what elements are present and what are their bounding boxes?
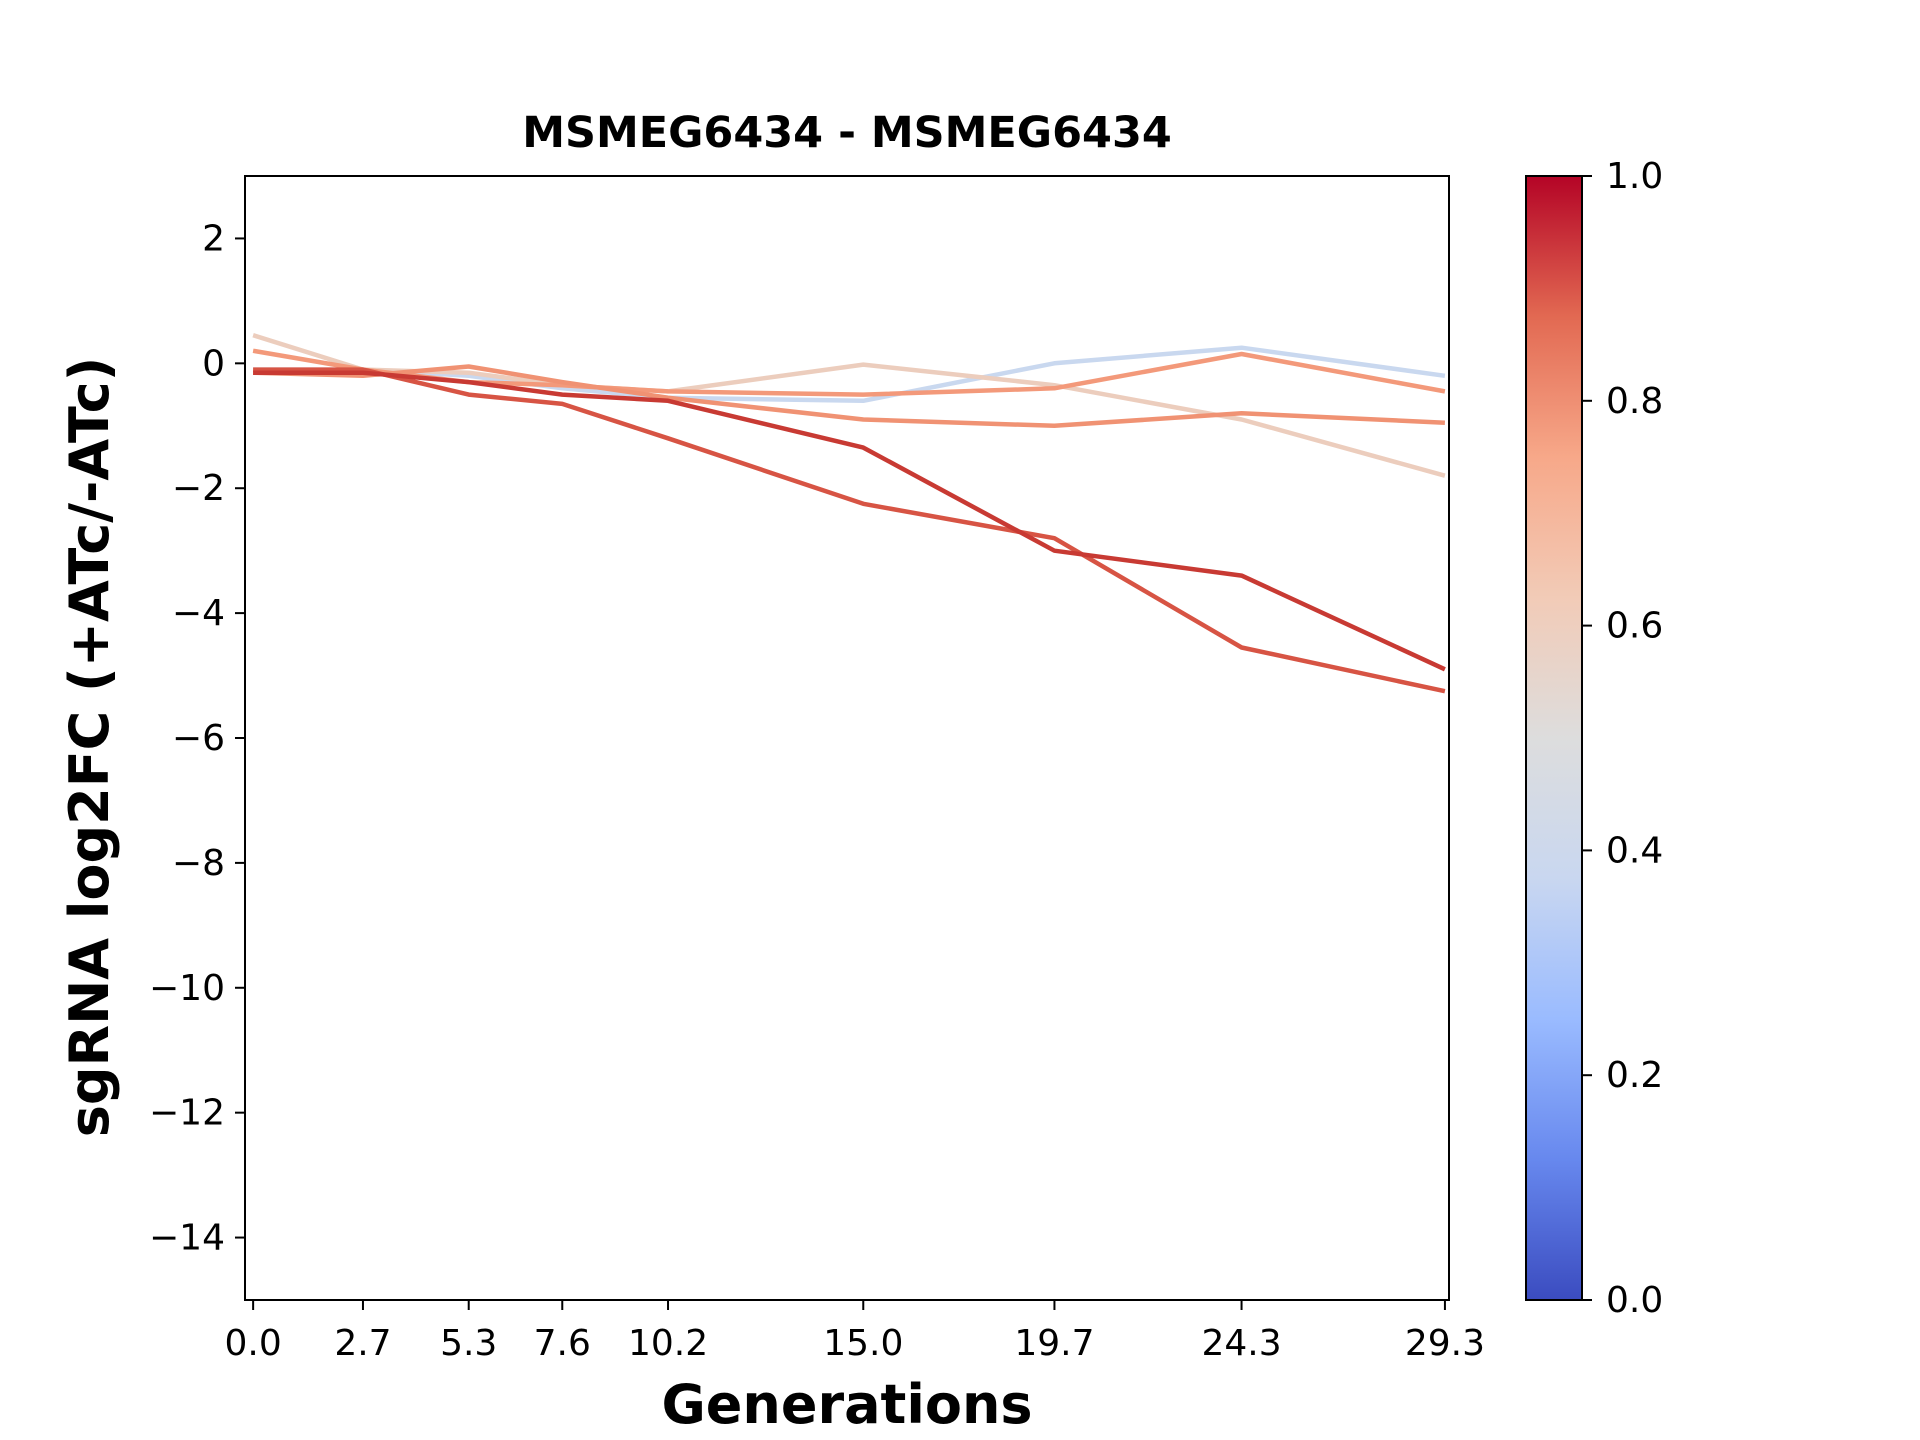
x-tick-label: 10.2 (628, 1323, 708, 1364)
x-axis-label: Generations (661, 1373, 1032, 1436)
y-axis: 2 0 −2 −4 −6 −8 −10 −12 −14 (149, 218, 245, 1259)
y-tick-label: 0 (202, 343, 225, 384)
y-tick-label: −14 (149, 1218, 225, 1259)
series-line-4 (253, 364, 1446, 429)
colorbar: 0.0 0.2 0.4 0.6 0.8 1.0 (1525, 156, 1663, 1321)
colorbar-tick-label: 0.8 (1606, 381, 1663, 422)
y-tick-label: −6 (172, 718, 225, 759)
colorbar-tick-label: 0.2 (1606, 1055, 1663, 1096)
x-tick-label: 0.0 (225, 1323, 282, 1364)
y-tick-label: −8 (172, 843, 225, 884)
colorbar-gradient (1526, 176, 1582, 1300)
series-layer (252, 333, 1446, 694)
colorbar-frame (1525, 175, 1583, 1301)
y-tick-label: −10 (149, 968, 225, 1009)
x-axis: 0.0 2.7 5.3 7.6 10.2 15.0 19.7 24.3 29.3 (225, 1300, 1485, 1364)
colorbar-tick-label: 1.0 (1606, 156, 1663, 197)
y-tick-label: −12 (149, 1093, 225, 1134)
y-tick-label: −2 (172, 468, 225, 509)
colorbar-tick-label: 0.4 (1606, 830, 1663, 871)
x-tick-label: 7.6 (534, 1323, 591, 1364)
x-tick-label: 2.7 (334, 1323, 391, 1364)
colorbar-tick-label: 0.6 (1606, 606, 1663, 647)
x-tick-label: 5.3 (440, 1323, 497, 1364)
chart-title: MSMEG6434 - MSMEG6434 (522, 108, 1172, 158)
x-tick-label: 19.7 (1014, 1323, 1094, 1364)
y-tick-label: −4 (172, 593, 225, 634)
plot-frame (244, 175, 1450, 1301)
y-tick-label: 2 (202, 218, 225, 259)
y-axis-label: sgRNA log2FC (+ATc/-ATc) (58, 357, 121, 1138)
x-tick-label: 15.0 (823, 1323, 903, 1364)
colorbar-ticks: 0.0 0.2 0.4 0.6 0.8 1.0 (1582, 156, 1663, 1321)
series-line-6 (253, 370, 1446, 672)
x-tick-label: 24.3 (1201, 1323, 1281, 1364)
plot-area (244, 175, 1450, 1301)
colorbar-tick-label: 0.0 (1606, 1280, 1663, 1321)
x-tick-label: 29.3 (1405, 1323, 1485, 1364)
